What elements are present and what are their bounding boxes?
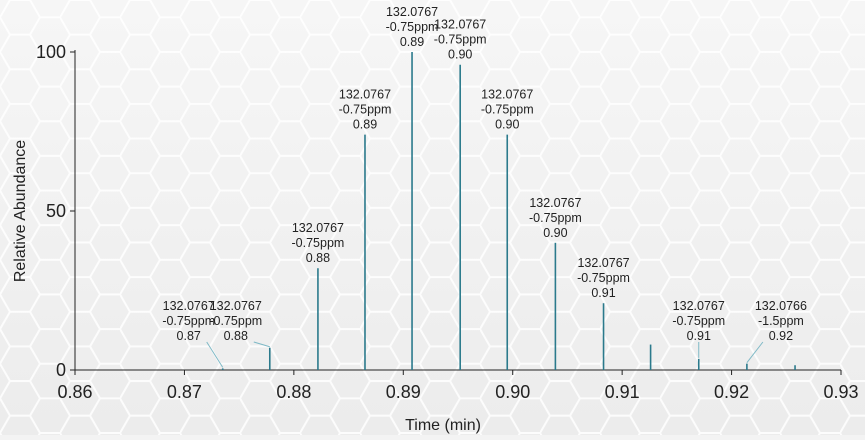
x-axis-title: Time (min)	[405, 417, 481, 434]
peak-label-text: 0.91	[687, 329, 711, 343]
peak-label-text: -0.75ppm	[434, 33, 487, 47]
peak-label-leader	[206, 341, 224, 368]
peak-label-text: 0.90	[543, 226, 567, 240]
peak-label-text: -0.75ppm	[577, 271, 630, 285]
peak-label-text: 132.0767	[481, 88, 533, 102]
x-tick-label: 0.89	[386, 382, 421, 402]
peak-label-text: 0.88	[306, 251, 330, 265]
peak-label-text: -0.75ppm	[481, 103, 534, 117]
peak-label-leader	[746, 341, 764, 363]
peak-stems-group	[221, 52, 796, 370]
x-tick-label: 0.92	[714, 382, 749, 402]
peak-label-text: 0.90	[448, 48, 472, 62]
peak-label-leader	[253, 341, 270, 348]
x-tick-label: 0.93	[823, 382, 858, 402]
y-axis-title: Relative Abundance	[12, 140, 29, 282]
peak-label-text: 0.89	[400, 35, 424, 49]
x-tick-label: 0.87	[167, 382, 202, 402]
peak-label-text: 132.0767	[339, 88, 391, 102]
peak-label-text: -0.75ppm	[209, 314, 262, 328]
peak-label-text: 132.0767	[163, 299, 215, 313]
x-tick-label: 0.91	[605, 382, 640, 402]
x-tick-label: 0.86	[57, 382, 92, 402]
peak-label-text: 0.91	[591, 286, 615, 300]
peak-label-text: -0.75ppm	[529, 211, 582, 225]
peak-label-text: 0.92	[769, 329, 793, 343]
peak-label-text: -0.75ppm	[672, 314, 725, 328]
peak-label-text: -0.75ppm	[386, 20, 439, 34]
peak-label-text: -0.75ppm	[162, 314, 215, 328]
peak-label-text: 132.0767	[210, 299, 262, 313]
y-tick-label: 0	[56, 360, 66, 380]
peak-label-text: 132.0767	[386, 5, 438, 19]
peak-label-text: 132.0767	[673, 299, 725, 313]
peak-label-text: 132.0767	[577, 256, 629, 270]
peak-label-text: 132.0767	[292, 221, 344, 235]
peak-label-text: -0.75ppm	[292, 236, 345, 250]
axes-group: 0.86 0.87 0.88 0.89 0.90 0.91 0.92 0.93 0 50 100	[36, 42, 859, 402]
peak-label-text: 0.89	[353, 118, 377, 132]
peak-label-text: -0.75ppm	[339, 103, 392, 117]
x-tick-label: 0.90	[495, 382, 530, 402]
peak-label-text: 132.0766	[755, 299, 807, 313]
peak-labels-group: 132.0767-0.75ppm0.87132.0767-0.75ppm0.88…	[162, 5, 807, 368]
peak-label-text: -1.5ppm	[758, 314, 804, 328]
peak-label-text: 132.0767	[529, 196, 581, 210]
x-tick-label: 0.88	[276, 382, 311, 402]
peak-label-text: 0.88	[224, 329, 248, 343]
peak-label-text: 0.87	[177, 329, 201, 343]
peak-label-text: 0.90	[495, 118, 519, 132]
y-tick-label: 100	[36, 42, 66, 62]
y-tick-label: 50	[46, 201, 66, 221]
peak-label-text: 132.0767	[434, 18, 486, 32]
